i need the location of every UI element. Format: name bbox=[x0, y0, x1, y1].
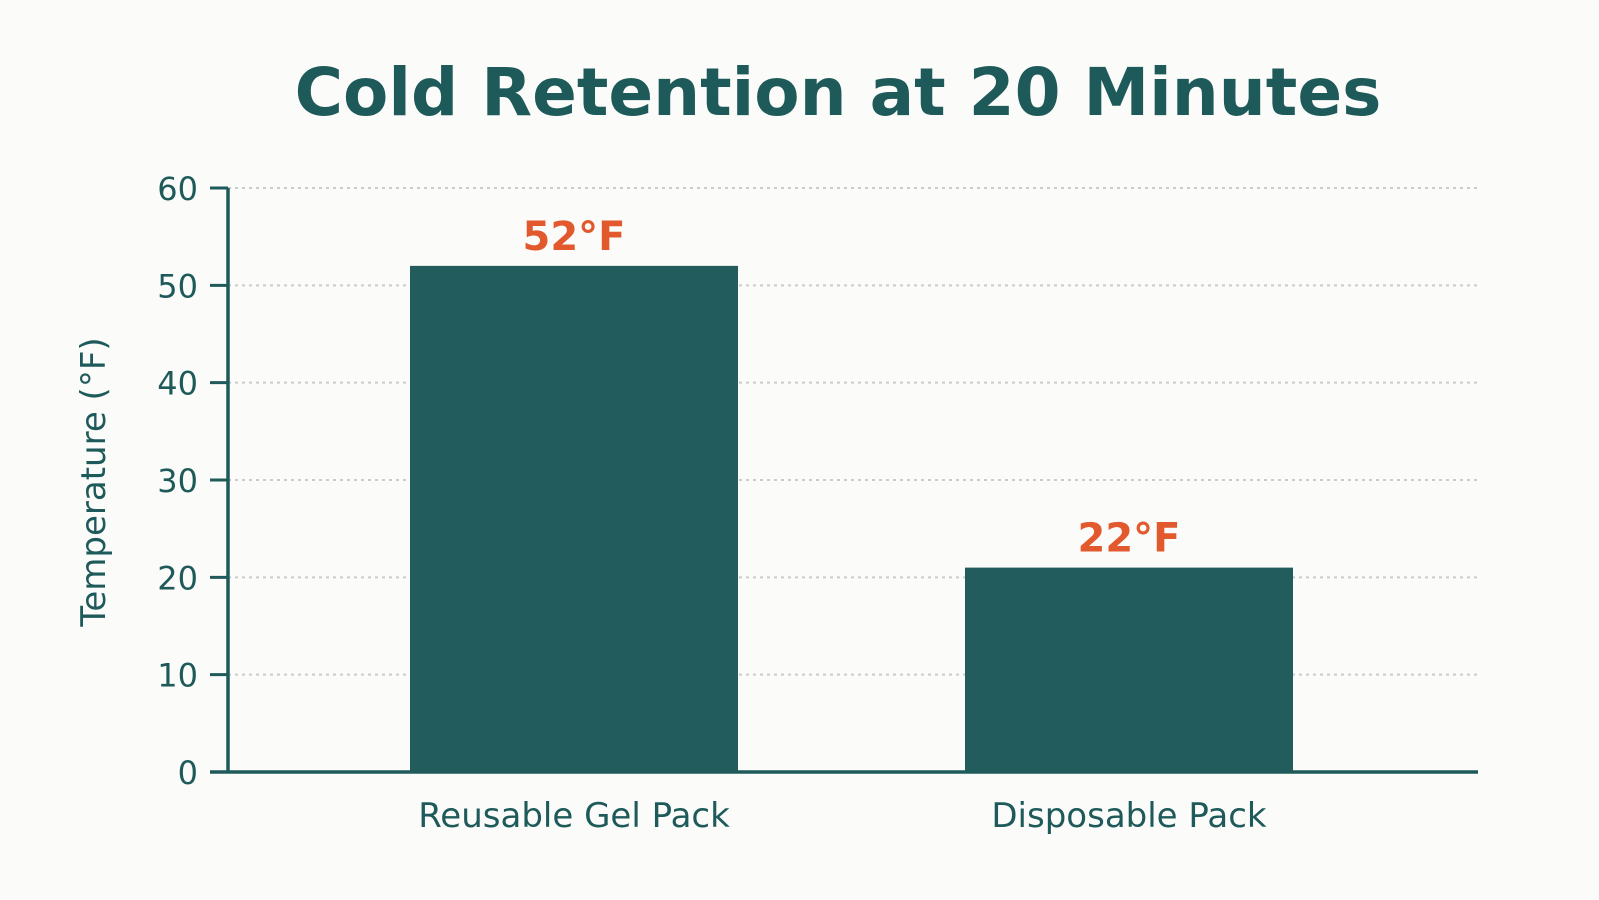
grid-lines bbox=[228, 187, 1478, 676]
data-label: 52°F bbox=[523, 214, 626, 260]
y-axis-title: Temperature (°F) bbox=[74, 337, 114, 627]
bar bbox=[410, 265, 738, 772]
y-tick-label: 10 bbox=[157, 657, 198, 695]
y-tick-label: 0 bbox=[178, 754, 198, 792]
y-tick-label: 30 bbox=[157, 462, 198, 500]
data-label: 22°F bbox=[1078, 516, 1181, 562]
bar bbox=[965, 567, 1293, 772]
y-tick-label: 60 bbox=[157, 170, 198, 208]
y-tick-label: 20 bbox=[157, 559, 198, 597]
bars bbox=[410, 265, 1293, 772]
x-axis-labels: Reusable Gel Pack Disposable Pack bbox=[418, 796, 1267, 836]
data-labels: 52°F 22°F bbox=[523, 214, 1181, 562]
chart-title: Cold Retention at 20 Minutes bbox=[295, 54, 1382, 131]
y-axis-ticks: 0 10 20 30 40 50 60 bbox=[157, 170, 228, 792]
y-tick-label: 40 bbox=[157, 365, 198, 403]
x-category-label: Disposable Pack bbox=[991, 796, 1267, 836]
x-category-label: Reusable Gel Pack bbox=[418, 796, 730, 836]
y-tick-label: 50 bbox=[157, 267, 198, 305]
